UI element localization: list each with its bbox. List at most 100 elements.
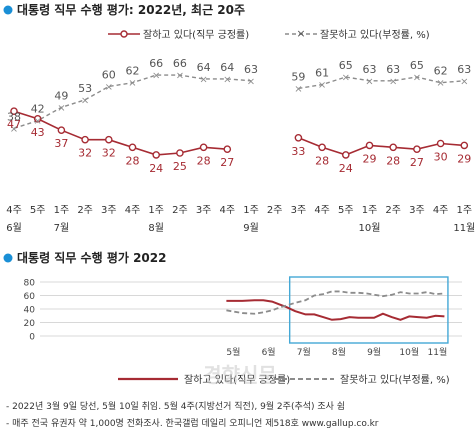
- chart1-x-axis: 4주 5주 1주 2주 3주 4주 1주 2주 3주 4주 1주 2주 3주 4주 5주 1주 2주 3주 4주 1주…: [6, 205, 475, 234]
- chart2-lines: [226, 290, 445, 321]
- approval-value-label: 28: [315, 154, 329, 167]
- disapproval-value-label: 64: [220, 61, 234, 74]
- y-tick-label: 60: [24, 292, 36, 302]
- chart2-legend: 잘하고 있다(직무 긍정률) 잘못하고 있다(부정률, %): [118, 373, 450, 386]
- week-tick-label: 2주: [385, 205, 401, 216]
- disapproval-point: ×: [105, 82, 113, 93]
- disapproval-point: ×: [34, 116, 42, 127]
- approval-point: [57, 126, 66, 134]
- week-tick-label: 3주: [409, 205, 425, 216]
- disapproval-point: ×: [81, 95, 89, 106]
- legend1-neg-label: 잘못하고 있다(부정률, %): [320, 28, 430, 41]
- approval-value-label: 33: [291, 145, 305, 158]
- approval-value-label: 28: [197, 154, 211, 167]
- legend1-pos-label: 잘하고 있다(직무 긍정률): [143, 28, 249, 41]
- approval-value-label: 27: [220, 156, 234, 169]
- approval-point: [341, 151, 350, 159]
- disapproval-trend-line: [226, 290, 445, 315]
- month-tick-label: 9월: [243, 222, 259, 234]
- week-tick-label: 3주: [196, 205, 212, 216]
- title-bullet-1: [3, 5, 13, 15]
- week-tick-label: 1주: [457, 205, 473, 216]
- disapproval-point: ×: [152, 71, 160, 82]
- disapproval-point: ×: [10, 124, 18, 135]
- approval-point: [81, 135, 89, 144]
- chart1-title: 대통령 직무 수행 평가: 2022년, 최근 20주: [17, 2, 245, 17]
- watermark: 경향신문: [203, 363, 277, 387]
- week-tick-label: 3주: [101, 205, 117, 216]
- y-tick-label: 20: [24, 319, 36, 329]
- week-tick-label: 4주: [314, 205, 330, 216]
- approval-value-label: 32: [78, 147, 92, 160]
- disapproval-point: ×: [176, 71, 184, 82]
- approval-value-label: 29: [363, 152, 377, 165]
- approval-trend-line: [226, 299, 445, 321]
- disapproval-value-label: 60: [102, 69, 116, 82]
- footnote-2: - 매주 전국 유권자 약 1,000명 전화조사. 한국갤럽 데일리 오피니언…: [6, 417, 379, 429]
- approval-point: [389, 143, 398, 152]
- chart1-legend: 잘하고 있다(직무 긍정률) × 잘못하고 있다(부정률, %): [108, 27, 430, 41]
- disapproval-point: ×: [128, 78, 136, 89]
- disapproval-point: ×: [460, 76, 468, 87]
- week-tick-label: 5주: [338, 205, 354, 216]
- legend1-neg-marker: ×: [296, 27, 305, 40]
- disapproval-value-label: 63: [386, 63, 400, 76]
- disapproval-value-label: 66: [149, 57, 163, 70]
- approval-value-label: 24: [149, 162, 163, 175]
- disapproval-point: ×: [247, 76, 255, 87]
- disapproval-value-label: 63: [457, 63, 471, 76]
- approval-point: [365, 141, 374, 150]
- approval-value-label: 27: [410, 156, 424, 169]
- chart1-marks: × × × × × × × × × × × × × × × × × × ×: [10, 71, 468, 159]
- approval-point: [33, 115, 42, 123]
- week-tick-label: 4주: [125, 205, 141, 216]
- disapproval-value-label: 65: [339, 59, 353, 72]
- week-tick-label: 4주: [433, 205, 449, 216]
- disapproval-value-label: 42: [31, 103, 45, 116]
- disapproval-point: ×: [57, 103, 65, 114]
- approval-point: [223, 145, 232, 153]
- week-tick-label: 1주: [54, 205, 70, 216]
- disapproval-point: ×: [389, 76, 397, 87]
- approval-value-label: 30: [434, 151, 448, 164]
- approval-line-segment: [298, 137, 465, 156]
- disapproval-point: ×: [223, 74, 231, 85]
- month-tick-label: 7월: [54, 222, 70, 234]
- week-tick-label: 2주: [267, 205, 283, 216]
- disapproval-line-segment: [298, 76, 465, 90]
- approval-point: [152, 151, 160, 159]
- y-tick-label: 40: [24, 306, 36, 316]
- chart1-value-labels: 47 43 37 32 32 28 24 25 28 27 33 28 24 29 28 27 30 29 38 42…: [7, 57, 471, 175]
- disapproval-point: ×: [365, 76, 373, 87]
- chart2-highlight-box: [288, 276, 449, 344]
- approval-value-label: 29: [457, 152, 471, 165]
- approval-point: [436, 139, 445, 148]
- x-month-label: 8월: [332, 346, 346, 358]
- disapproval-value-label: 62: [434, 65, 448, 78]
- title-bullet-2: [3, 253, 13, 263]
- week-tick-label: 1주: [148, 205, 164, 216]
- disapproval-value-label: 66: [173, 57, 187, 70]
- chart1-lines: [13, 74, 465, 156]
- approval-point: [105, 135, 113, 144]
- approval-value-label: 37: [54, 137, 68, 150]
- approval-point: [176, 149, 184, 157]
- approval-value-label: 28: [386, 154, 400, 167]
- week-tick-label: 3주: [291, 205, 307, 216]
- y-tick-label: 80: [24, 279, 36, 289]
- disapproval-value-label: 59: [291, 70, 305, 83]
- disapproval-point: ×: [199, 74, 207, 85]
- chart2-grid: 0 20 40 60 80: [24, 279, 462, 343]
- legend2-pos-label: 잘하고 있다(직무 긍정률): [184, 373, 290, 386]
- disapproval-point: ×: [413, 73, 421, 84]
- disapproval-value-label: 53: [78, 82, 92, 95]
- disapproval-value-label: 63: [244, 63, 258, 76]
- approval-point: [294, 133, 303, 142]
- disapproval-point: ×: [342, 73, 350, 84]
- disapproval-point: ×: [318, 80, 326, 91]
- week-tick-label: 2주: [77, 205, 93, 216]
- footnote-1: - 2022년 3월 9일 당선, 5월 10일 취임. 5월 4주(지방선거 …: [6, 400, 345, 412]
- chart2-x-axis: 5월 6월 7월 8월 9월 10월 11월: [226, 346, 447, 358]
- approval-value-label: 24: [339, 162, 353, 175]
